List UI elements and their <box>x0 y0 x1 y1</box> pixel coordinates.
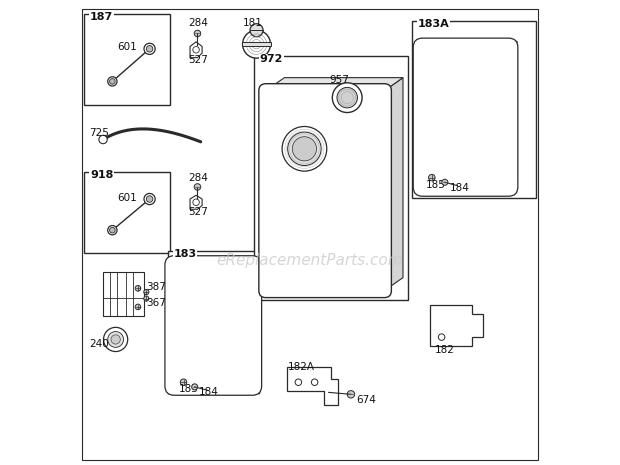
Text: 185: 185 <box>427 179 446 190</box>
Text: 181: 181 <box>242 18 262 28</box>
Text: eReplacementParts.com: eReplacementParts.com <box>216 253 404 268</box>
Text: 674: 674 <box>356 395 376 405</box>
Text: 601: 601 <box>117 41 137 52</box>
Text: 972: 972 <box>260 54 283 64</box>
Text: 183: 183 <box>174 249 197 259</box>
Circle shape <box>293 137 316 161</box>
Bar <box>84 14 170 105</box>
Text: 183A: 183A <box>418 19 450 29</box>
Text: 527: 527 <box>188 206 208 217</box>
Circle shape <box>311 379 318 385</box>
Circle shape <box>144 43 155 54</box>
Polygon shape <box>430 305 484 346</box>
Circle shape <box>108 77 117 86</box>
Circle shape <box>282 126 327 171</box>
Circle shape <box>337 87 357 108</box>
Circle shape <box>332 83 362 113</box>
Text: 918: 918 <box>90 170 113 180</box>
Circle shape <box>104 327 128 352</box>
Polygon shape <box>190 42 202 58</box>
Circle shape <box>193 46 199 53</box>
Circle shape <box>108 226 117 235</box>
Text: 527: 527 <box>188 54 208 65</box>
Circle shape <box>180 379 187 385</box>
Circle shape <box>193 199 199 206</box>
Circle shape <box>347 391 355 398</box>
Polygon shape <box>508 41 517 187</box>
Circle shape <box>146 46 153 52</box>
Text: 387: 387 <box>146 282 166 292</box>
Bar <box>412 21 536 198</box>
Polygon shape <box>252 259 260 386</box>
Circle shape <box>442 179 448 185</box>
Polygon shape <box>266 78 403 91</box>
Circle shape <box>194 184 201 190</box>
Text: 284: 284 <box>188 18 208 28</box>
Text: 182: 182 <box>435 345 454 355</box>
Circle shape <box>144 296 149 301</box>
Text: 240: 240 <box>89 339 109 349</box>
Text: 185: 185 <box>179 384 199 394</box>
Circle shape <box>108 332 123 347</box>
Text: 184: 184 <box>450 183 469 193</box>
Circle shape <box>194 30 201 37</box>
Circle shape <box>438 334 445 340</box>
Bar <box>242 42 272 47</box>
Circle shape <box>99 135 107 144</box>
Text: 725: 725 <box>89 127 109 138</box>
Circle shape <box>144 289 149 295</box>
Bar <box>84 172 170 253</box>
Text: 601: 601 <box>117 193 137 203</box>
Text: 187: 187 <box>90 12 113 22</box>
Circle shape <box>111 335 120 344</box>
Text: 957: 957 <box>330 75 350 85</box>
Polygon shape <box>423 41 517 47</box>
Circle shape <box>295 379 301 385</box>
Text: 184: 184 <box>198 387 218 398</box>
Text: 182A: 182A <box>288 362 315 372</box>
FancyBboxPatch shape <box>413 38 518 196</box>
Circle shape <box>135 286 141 291</box>
Circle shape <box>110 227 115 233</box>
FancyBboxPatch shape <box>165 256 262 395</box>
Polygon shape <box>286 367 338 405</box>
Circle shape <box>250 24 263 37</box>
Circle shape <box>242 30 270 58</box>
Circle shape <box>192 384 198 390</box>
Text: 284: 284 <box>188 173 208 183</box>
Circle shape <box>146 196 153 202</box>
Circle shape <box>428 174 435 181</box>
Text: 367: 367 <box>146 298 166 308</box>
Polygon shape <box>384 78 403 291</box>
Circle shape <box>288 132 321 166</box>
FancyBboxPatch shape <box>259 84 391 298</box>
Bar <box>103 272 144 316</box>
Bar <box>168 251 259 393</box>
Polygon shape <box>190 195 202 209</box>
Circle shape <box>135 304 141 310</box>
Polygon shape <box>174 259 260 265</box>
Bar <box>254 56 408 300</box>
Circle shape <box>144 193 155 205</box>
Circle shape <box>110 79 115 84</box>
